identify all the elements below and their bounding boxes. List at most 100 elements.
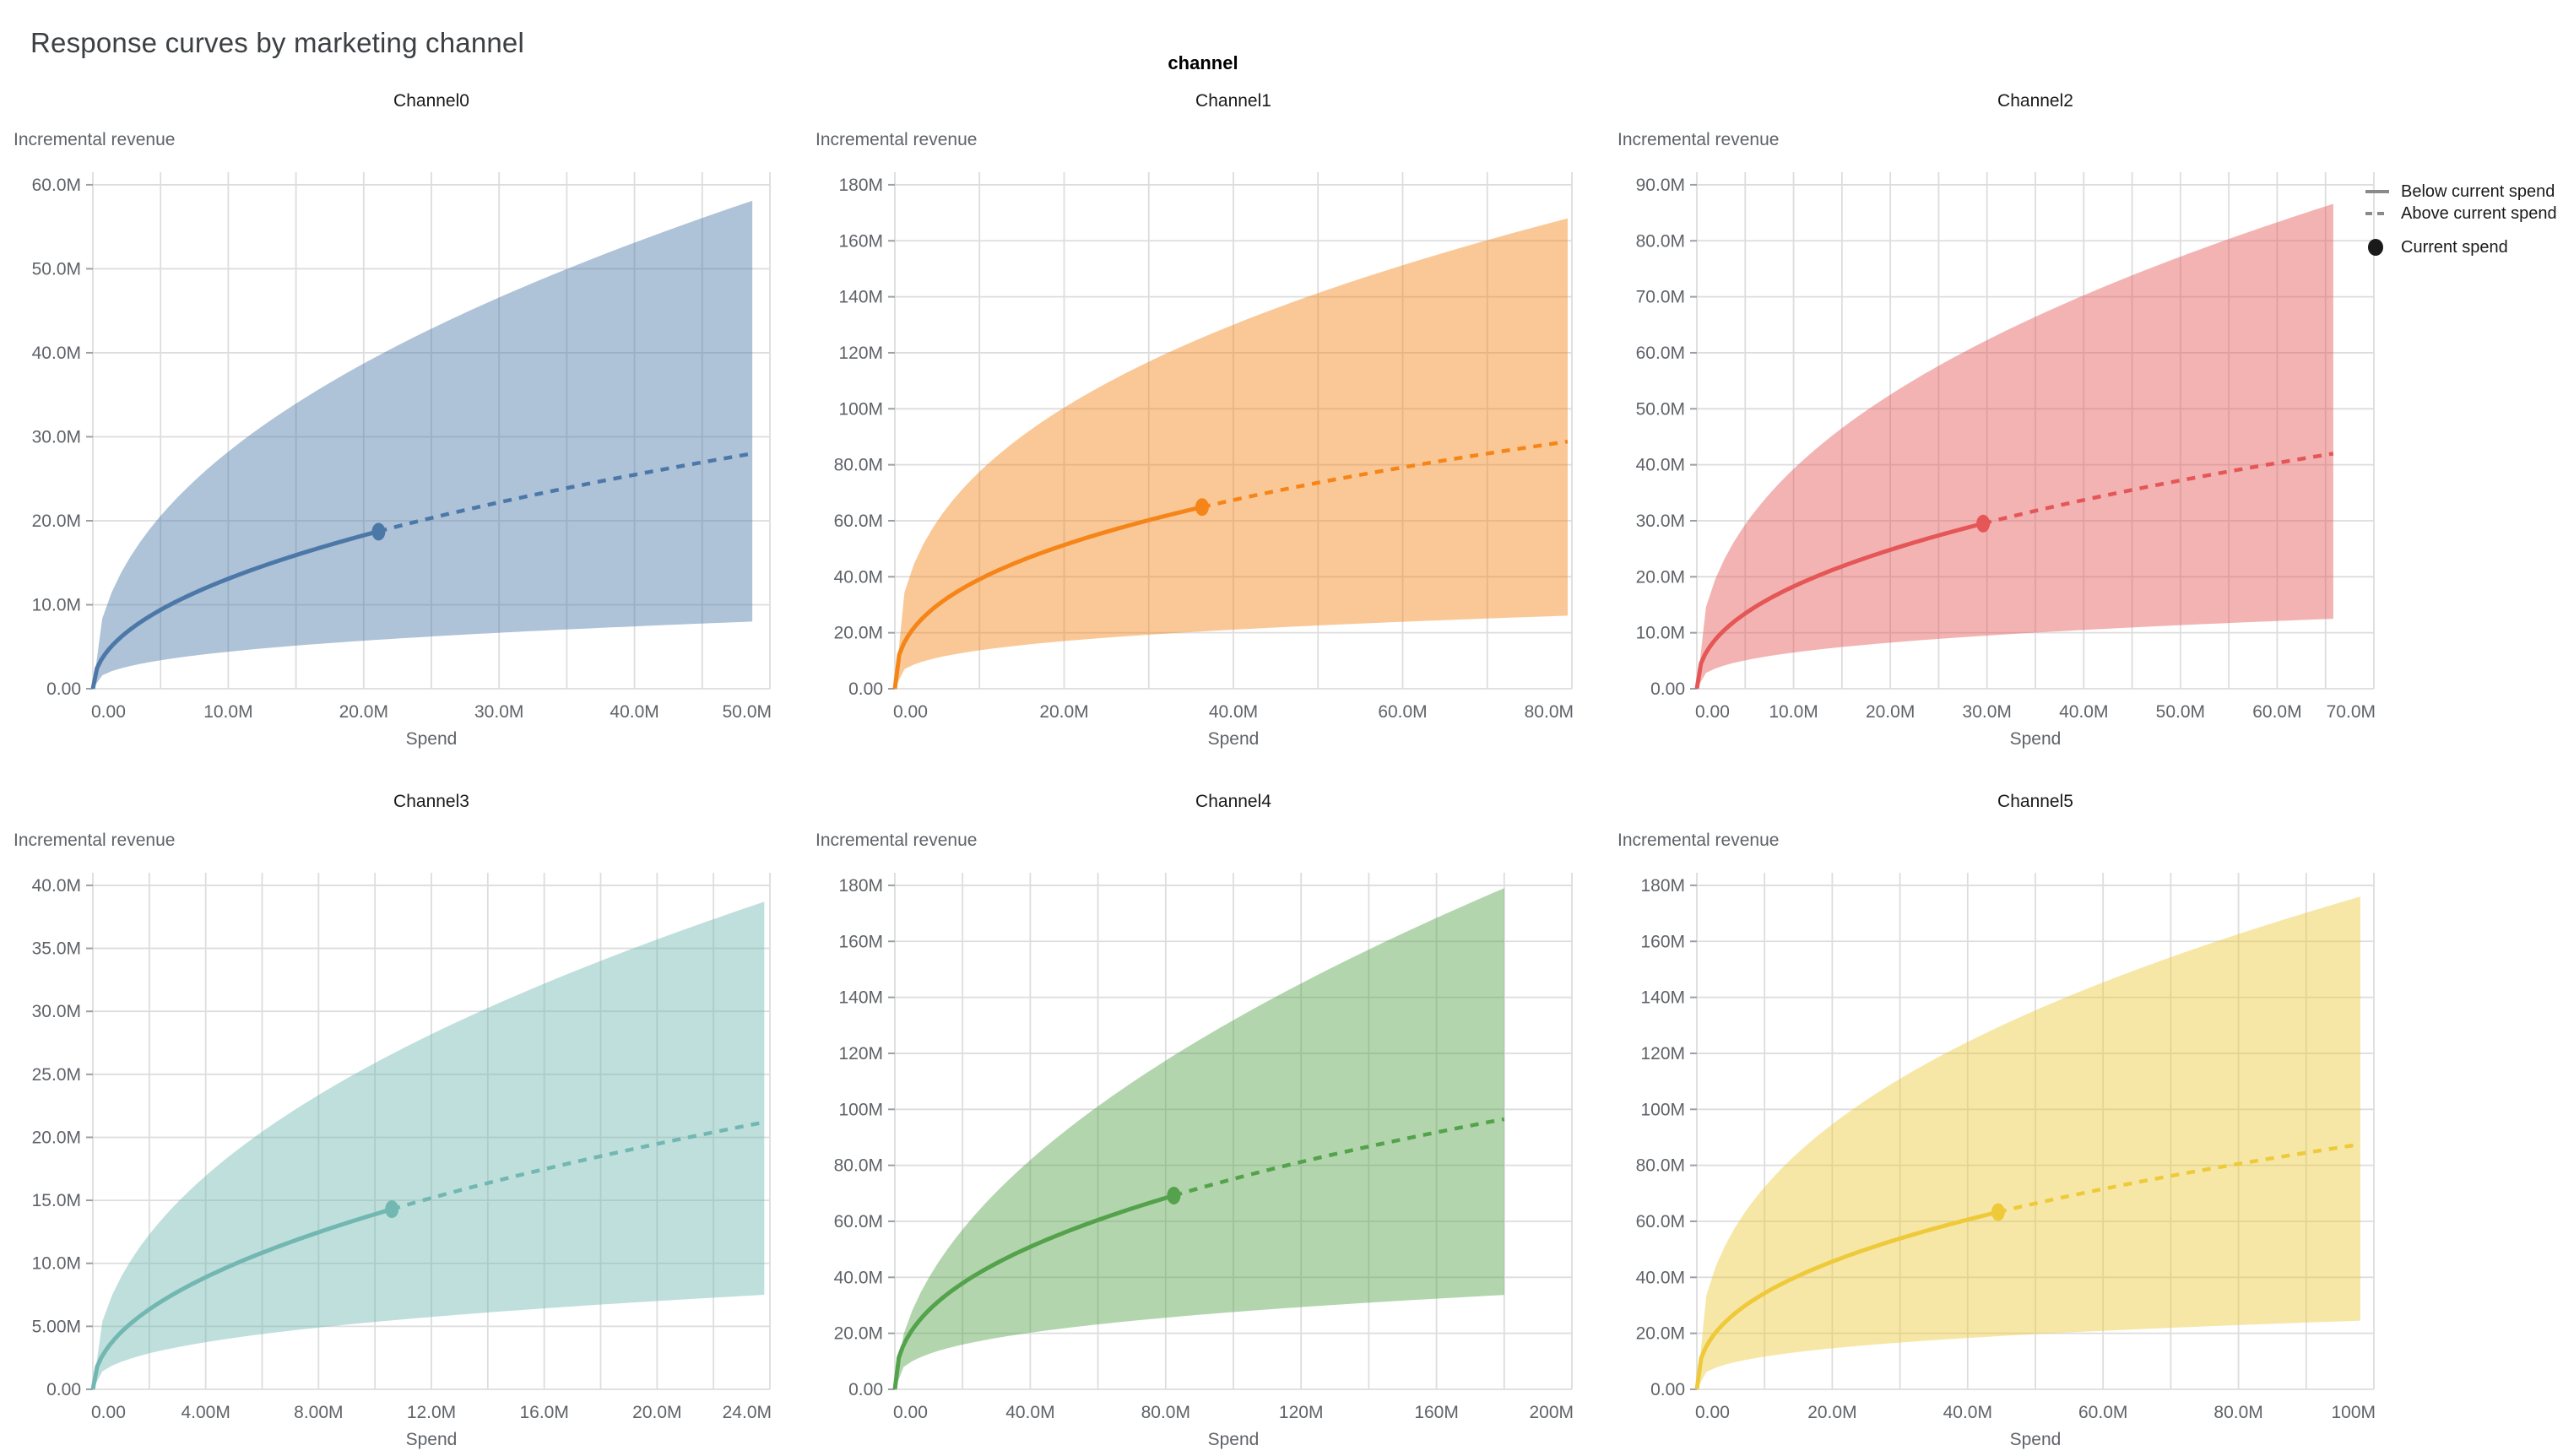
svg-text:100M: 100M xyxy=(838,399,883,419)
svg-text:10.0M: 10.0M xyxy=(32,595,81,614)
svg-text:0.00: 0.00 xyxy=(1695,702,1730,722)
svg-text:120M: 120M xyxy=(1279,1403,1324,1422)
svg-text:20.0M: 20.0M xyxy=(1807,1403,1856,1422)
subplot-channel1: Channel1 Incremental revenue 0.00 20.0M 40.0… xyxy=(802,84,1604,785)
svg-text:200M: 200M xyxy=(1529,1403,1574,1422)
svg-text:140M: 140M xyxy=(1640,988,1685,1008)
svg-text:0.00: 0.00 xyxy=(91,702,126,722)
svg-text:40.0M: 40.0M xyxy=(1005,1403,1054,1422)
svg-text:50.0M: 50.0M xyxy=(1636,399,1685,419)
svg-text:10.0M: 10.0M xyxy=(1636,624,1685,643)
svg-text:50.0M: 50.0M xyxy=(32,259,81,279)
svg-text:80.0M: 80.0M xyxy=(834,456,883,475)
svg-text:Incremental revenue: Incremental revenue xyxy=(14,831,175,850)
svg-text:Incremental revenue: Incremental revenue xyxy=(1617,831,1779,850)
svg-text:90.0M: 90.0M xyxy=(1636,176,1685,195)
svg-text:Channel2: Channel2 xyxy=(1997,91,2073,111)
svg-text:0.00: 0.00 xyxy=(893,702,928,722)
svg-text:0.00: 0.00 xyxy=(848,1380,883,1399)
svg-text:0.00: 0.00 xyxy=(893,1403,928,1422)
legend-label: Current spend xyxy=(2401,237,2508,257)
svg-text:60.0M: 60.0M xyxy=(1636,1212,1685,1231)
svg-text:60.0M: 60.0M xyxy=(2078,1403,2127,1422)
svg-text:20.0M: 20.0M xyxy=(834,1324,883,1344)
legend-item-below-current-spend: Below current spend xyxy=(2364,181,2557,203)
svg-text:0.00: 0.00 xyxy=(1695,1403,1730,1422)
svg-text:30.0M: 30.0M xyxy=(32,1002,81,1021)
svg-text:12.0M: 12.0M xyxy=(407,1403,456,1422)
svg-text:Incremental revenue: Incremental revenue xyxy=(816,130,977,149)
svg-text:100M: 100M xyxy=(838,1100,883,1119)
svg-text:40.0M: 40.0M xyxy=(834,567,883,587)
svg-text:Spend: Spend xyxy=(406,729,458,749)
svg-text:Channel5: Channel5 xyxy=(1997,792,2073,811)
svg-text:10.0M: 10.0M xyxy=(1769,702,1818,722)
svg-text:30.0M: 30.0M xyxy=(1963,702,2012,722)
svg-text:Channel0: Channel0 xyxy=(393,91,469,111)
dashed-line-icon xyxy=(2365,212,2389,215)
svg-text:24.0M: 24.0M xyxy=(723,1403,772,1422)
svg-text:80.0M: 80.0M xyxy=(1636,1156,1685,1176)
svg-text:180M: 180M xyxy=(838,876,883,896)
channel3-chart: Channel3 Incremental revenue 0.00 5.00M 10.0… xyxy=(14,792,772,1449)
svg-text:60.0M: 60.0M xyxy=(834,1212,883,1231)
subplot-channel0: Channel0 Incremental revenue 0.00 10.0M 20.0… xyxy=(0,84,802,785)
subplot-channel4: Channel4 Incremental revenue 0.00 20.0M 40.0… xyxy=(802,785,1604,1452)
svg-text:20.0M: 20.0M xyxy=(32,511,81,531)
svg-text:160M: 160M xyxy=(1640,932,1685,951)
svg-text:100M: 100M xyxy=(2331,1403,2376,1422)
svg-text:160M: 160M xyxy=(838,932,883,951)
subplot-channel3: Channel3 Incremental revenue 0.00 5.00M 10.0… xyxy=(0,785,802,1452)
svg-text:180M: 180M xyxy=(1640,876,1685,896)
subplot-channel5: Channel5 Incremental revenue 0.00 20.0M 40.0… xyxy=(1604,785,2406,1452)
svg-text:Channel4: Channel4 xyxy=(1195,792,1271,811)
svg-text:30.0M: 30.0M xyxy=(32,427,81,447)
svg-text:5.00M: 5.00M xyxy=(32,1317,81,1336)
svg-text:Incremental revenue: Incremental revenue xyxy=(816,831,977,850)
svg-text:Incremental revenue: Incremental revenue xyxy=(14,130,175,149)
svg-text:100M: 100M xyxy=(1640,1100,1685,1119)
svg-text:70.0M: 70.0M xyxy=(1636,288,1685,307)
svg-text:40.0M: 40.0M xyxy=(1636,1268,1685,1287)
svg-text:Spend: Spend xyxy=(1208,729,1260,749)
svg-text:Spend: Spend xyxy=(406,1430,458,1449)
svg-text:0.00: 0.00 xyxy=(46,679,81,699)
svg-text:0.00: 0.00 xyxy=(46,1380,81,1399)
svg-text:60.0M: 60.0M xyxy=(2252,702,2301,722)
svg-text:8.00M: 8.00M xyxy=(294,1403,343,1422)
filled-circle-icon xyxy=(2368,239,2383,256)
svg-text:160M: 160M xyxy=(838,231,883,251)
channel4-chart: Channel4 Incremental revenue 0.00 20.0M 40.0… xyxy=(816,792,1574,1449)
svg-text:40.0M: 40.0M xyxy=(610,702,658,722)
svg-text:Channel3: Channel3 xyxy=(393,792,469,811)
subplot-channel2: Channel2 Incremental revenue 0.00 10.0M 20.0… xyxy=(1604,84,2406,785)
svg-text:60.0M: 60.0M xyxy=(32,176,81,195)
svg-text:20.0M: 20.0M xyxy=(834,624,883,643)
svg-text:80.0M: 80.0M xyxy=(2214,1403,2262,1422)
svg-text:120M: 120M xyxy=(838,1044,883,1064)
channel2-chart: Channel2 Incremental revenue 0.00 10.0M 20.0… xyxy=(1617,91,2376,749)
channel0-chart: Channel0 Incremental revenue 0.00 10.0M 20.0… xyxy=(14,91,772,749)
legend-label: Below current spend xyxy=(2401,181,2555,201)
svg-text:120M: 120M xyxy=(838,344,883,363)
svg-text:20.0M: 20.0M xyxy=(1636,1324,1685,1344)
svg-text:0.00: 0.00 xyxy=(848,679,883,699)
page-title: Response curves by marketing channel xyxy=(30,27,525,59)
svg-text:140M: 140M xyxy=(838,988,883,1008)
channel5-chart: Channel5 Incremental revenue 0.00 20.0M 40.0… xyxy=(1617,792,2376,1449)
response-curves-grid: Channel0 Incremental revenue 0.00 10.0M 20.0… xyxy=(0,84,2406,1452)
svg-text:60.0M: 60.0M xyxy=(1378,702,1427,722)
svg-text:40.0M: 40.0M xyxy=(1943,1403,1992,1422)
svg-text:10.0M: 10.0M xyxy=(32,1254,81,1274)
legend: Below current spend Above current spend … xyxy=(2364,181,2557,258)
svg-text:Incremental revenue: Incremental revenue xyxy=(1617,130,1779,149)
svg-text:160M: 160M xyxy=(1414,1403,1459,1422)
legend-item-current-spend: Current spend xyxy=(2364,236,2557,258)
svg-text:Channel1: Channel1 xyxy=(1195,91,1271,111)
svg-text:20.0M: 20.0M xyxy=(632,1403,681,1422)
svg-text:40.0M: 40.0M xyxy=(834,1268,883,1287)
svg-text:50.0M: 50.0M xyxy=(2156,702,2205,722)
svg-text:0.00: 0.00 xyxy=(91,1403,126,1422)
svg-text:15.0M: 15.0M xyxy=(32,1191,81,1210)
svg-text:80.0M: 80.0M xyxy=(1525,702,1574,722)
